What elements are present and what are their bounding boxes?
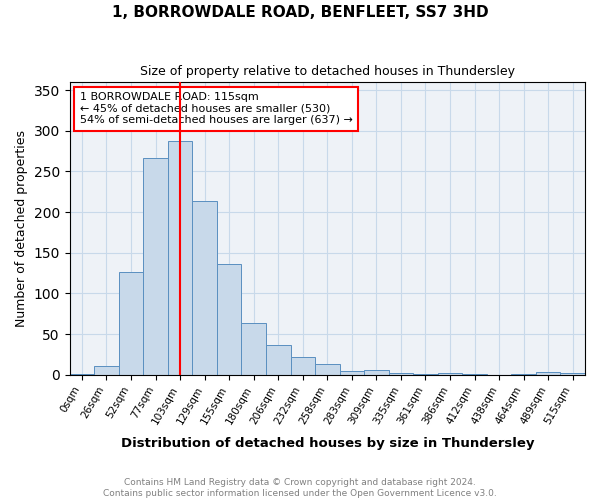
Bar (168, 142, 193, 374)
X-axis label: Distribution of detached houses by size in Thundersley: Distribution of detached houses by size … (121, 437, 534, 450)
Bar (241, 324, 266, 374)
Bar (536, 372, 560, 374)
Text: 1 BORROWDALE ROAD: 115sqm
← 45% of detached houses are smaller (530)
54% of semi: 1 BORROWDALE ROAD: 115sqm ← 45% of detac… (80, 92, 353, 126)
Bar (119, 272, 143, 374)
Bar (340, 370, 364, 374)
Text: Contains HM Land Registry data © Crown copyright and database right 2024.
Contai: Contains HM Land Registry data © Crown c… (103, 478, 497, 498)
Y-axis label: Number of detached properties: Number of detached properties (15, 130, 28, 327)
Bar (266, 346, 290, 374)
Bar (193, 202, 217, 374)
Bar (560, 373, 585, 374)
Bar (389, 373, 413, 374)
Bar (217, 264, 241, 374)
Bar (364, 370, 389, 374)
Bar (94, 366, 119, 374)
Bar (315, 364, 340, 374)
Title: Size of property relative to detached houses in Thundersley: Size of property relative to detached ho… (140, 65, 515, 78)
Bar (143, 158, 168, 374)
Bar (438, 373, 462, 374)
Bar (290, 357, 315, 374)
Text: 1, BORROWDALE ROAD, BENFLEET, SS7 3HD: 1, BORROWDALE ROAD, BENFLEET, SS7 3HD (112, 5, 488, 20)
